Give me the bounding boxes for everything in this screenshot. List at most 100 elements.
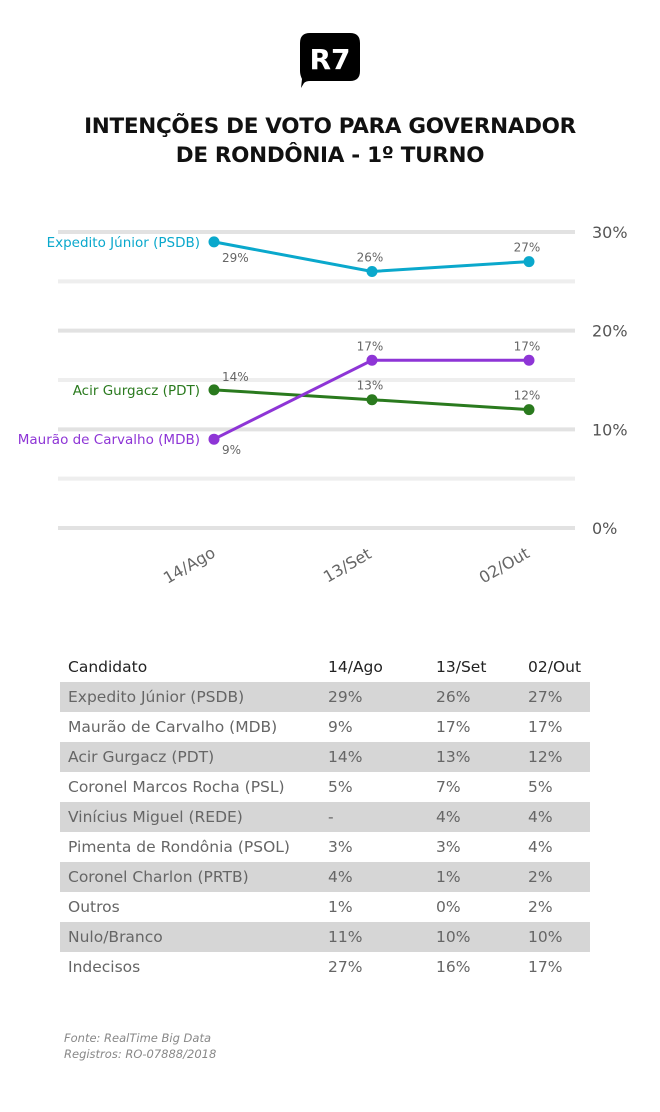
- y-axis-ticks: 0% 10% 20% 30%: [592, 223, 628, 538]
- percent-cell: -: [320, 802, 428, 832]
- percent-cell: 13%: [428, 742, 520, 772]
- chart-title: INTENÇÕES DE VOTO PARA GOVERNADOR DE RON…: [0, 112, 660, 170]
- y-tick-label: 0%: [592, 519, 617, 538]
- series-0: 29% 26% 27% Expedito Júnior (PSDB): [47, 235, 541, 277]
- percent-cell: 2%: [520, 862, 590, 892]
- series-name-label: Expedito Júnior (PSDB): [47, 235, 200, 251]
- data-point: [366, 354, 378, 366]
- data-point: [208, 384, 220, 396]
- percent-cell: 4%: [320, 862, 428, 892]
- data-point: [523, 354, 535, 366]
- percent-cell: 10%: [428, 922, 520, 952]
- source-note: Fonte: RealTime Big Data Registros: RO-0…: [64, 1030, 216, 1062]
- percent-cell: 17%: [528, 718, 563, 736]
- header-candidato: Candidato: [68, 658, 148, 676]
- candidate-name-cell: Vinícius Miguel (REDE): [60, 802, 320, 832]
- percent-cell: 4%: [520, 802, 590, 832]
- source-text: Fonte: RealTime Big Data: [64, 1031, 212, 1045]
- speech-bubble-icon: [300, 33, 360, 88]
- percent-cell: 5%: [328, 778, 353, 796]
- data-point: [208, 433, 220, 445]
- data-point: [523, 256, 535, 268]
- data-point: [366, 265, 378, 277]
- x-tick-label: 14/Ago: [160, 543, 219, 588]
- data-label: 13%: [357, 379, 384, 393]
- percent-cell: 1%: [328, 898, 353, 916]
- table-row: Indecisos 27% 16% 17%: [60, 952, 590, 982]
- candidate-name-cell: Maurão de Carvalho (MDB): [68, 718, 278, 736]
- x-tick-label: 02/Out: [476, 543, 533, 587]
- percent-cell: 17%: [436, 718, 471, 736]
- series-1: 14% 13% 12% Acir Gurgacz (PDT): [73, 370, 541, 416]
- y-tick-label: 20%: [592, 322, 628, 341]
- data-label: 29%: [222, 251, 249, 265]
- table-row: Nulo/Branco 11% 10% 10%: [60, 922, 590, 952]
- r7-logo: R7: [300, 33, 360, 88]
- data-label: 17%: [357, 339, 384, 353]
- percent-cell: 12%: [520, 742, 590, 772]
- table-row: Outros 1% 0% 2%: [60, 892, 590, 922]
- line-chart: 0% 10% 20% 30% 14/Ago 13/Set 02/Out 29% 26% 27%…: [18, 223, 628, 588]
- data-point: [366, 394, 378, 406]
- candidate-name-cell: Nulo/Branco: [60, 922, 320, 952]
- results-table: Candidato 14/Ago 13/Set 02/Out Expedito …: [60, 652, 590, 982]
- data-label: 17%: [514, 339, 541, 353]
- data-label: 14%: [222, 370, 249, 384]
- registry-text: Registros: RO-07888/2018: [64, 1047, 217, 1061]
- series-2: 9% 17% 17% Maurão de Carvalho (MDB): [18, 339, 541, 457]
- table-header-row: Candidato 14/Ago 13/Set 02/Out: [60, 652, 590, 682]
- table-row: Coronel Marcos Rocha (PSL) 5% 7% 5%: [60, 772, 590, 802]
- candidate-name-cell: Expedito Júnior (PSDB): [60, 682, 320, 712]
- series-name-label: Maurão de Carvalho (MDB): [18, 432, 200, 448]
- percent-cell: 3%: [328, 838, 353, 856]
- series-name-label: Acir Gurgacz (PDT): [73, 383, 200, 399]
- percent-cell: 4%: [528, 838, 553, 856]
- data-point: [208, 236, 220, 248]
- header-14-ago: 14/Ago: [328, 658, 383, 676]
- candidate-name-cell: Indecisos: [68, 958, 141, 976]
- table-row: Acir Gurgacz (PDT) 14% 13% 12%: [60, 742, 590, 772]
- percent-cell: 2%: [528, 898, 553, 916]
- data-label: 12%: [514, 389, 541, 403]
- chart-title-line-1: INTENÇÕES DE VOTO PARA GOVERNADOR: [84, 114, 576, 139]
- y-tick-label: 30%: [592, 223, 628, 242]
- data-point: [523, 404, 535, 416]
- percent-cell: 29%: [320, 682, 428, 712]
- x-tick-label: 13/Set: [320, 544, 375, 586]
- header-02-out: 02/Out: [528, 658, 582, 676]
- percent-cell: 5%: [528, 778, 553, 796]
- percent-cell: 26%: [428, 682, 520, 712]
- percent-cell: 0%: [436, 898, 461, 916]
- percent-cell: 11%: [320, 922, 428, 952]
- logo-text: R7: [309, 43, 350, 76]
- candidate-name-cell: Outros: [68, 898, 120, 916]
- percent-cell: 17%: [528, 958, 563, 976]
- percent-cell: 27%: [328, 958, 363, 976]
- candidate-name-cell: Coronel Charlon (PRTB): [60, 862, 320, 892]
- percent-cell: 1%: [428, 862, 520, 892]
- percent-cell: 4%: [428, 802, 520, 832]
- data-label: 9%: [222, 443, 241, 457]
- candidate-name-cell: Acir Gurgacz (PDT): [60, 742, 320, 772]
- percent-cell: 14%: [320, 742, 428, 772]
- data-label: 26%: [357, 250, 384, 264]
- y-tick-label: 10%: [592, 420, 628, 439]
- gridlines: [58, 230, 575, 530]
- table-row: Expedito Júnior (PSDB) 29% 26% 27%: [60, 682, 590, 712]
- table-row: Vinícius Miguel (REDE) -4% 4%: [60, 802, 590, 832]
- percent-cell: 10%: [520, 922, 590, 952]
- percent-cell: 3%: [436, 838, 461, 856]
- data-label: 27%: [514, 241, 541, 255]
- candidate-name-cell: Coronel Marcos Rocha (PSL): [68, 778, 285, 796]
- table-row: Pimenta de Rondônia (PSOL) 3% 3% 4%: [60, 832, 590, 862]
- percent-cell: 9%: [328, 718, 353, 736]
- x-axis-ticks: 14/Ago 13/Set 02/Out: [160, 543, 533, 588]
- percent-cell: 7%: [436, 778, 461, 796]
- table-row: Coronel Charlon (PRTB) 4% 1% 2%: [60, 862, 590, 892]
- percent-cell: 27%: [520, 682, 590, 712]
- chart-title-line-2: DE RONDÔNIA - 1º TURNO: [175, 143, 485, 168]
- header-13-set: 13/Set: [436, 658, 487, 676]
- candidate-name-cell: Pimenta de Rondônia (PSOL): [68, 838, 290, 856]
- series-group: 29% 26% 27% Expedito Júnior (PSDB) 14% 13% 12%…: [18, 235, 541, 457]
- percent-cell: 16%: [436, 958, 471, 976]
